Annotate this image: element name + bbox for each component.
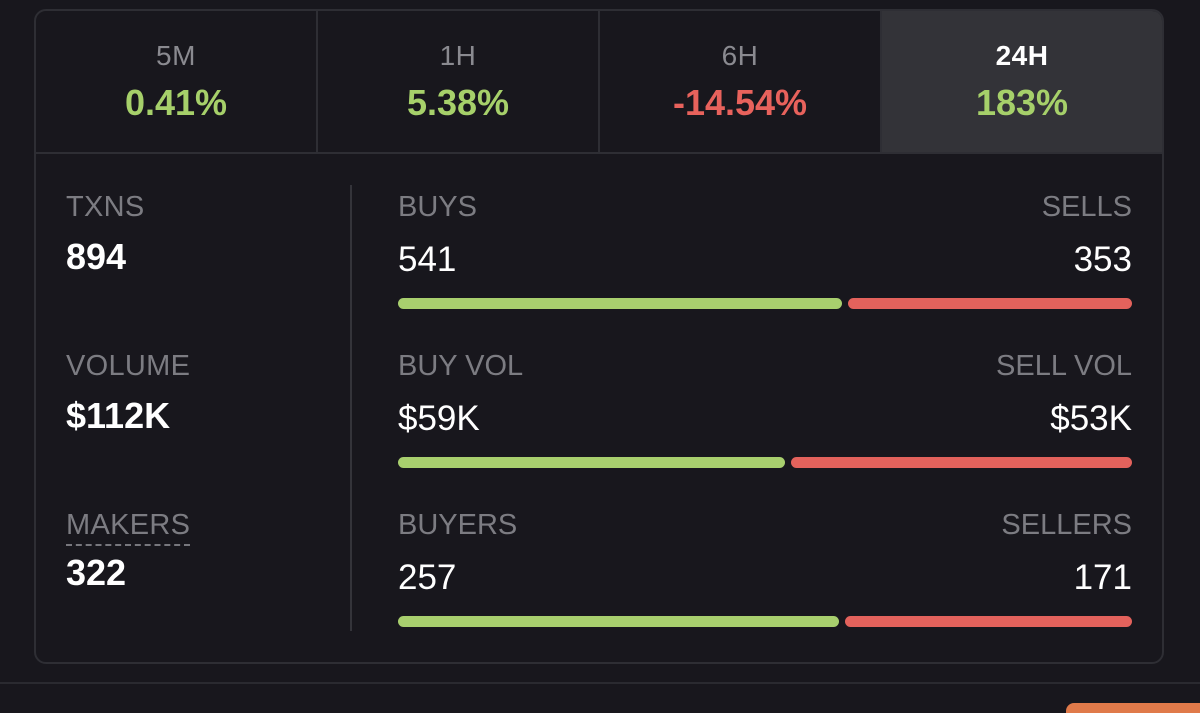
makers-label[interactable]: MAKERS (66, 509, 191, 546)
token-stats-card: 5M 0.41% 1H 5.38% 6H -14.54% 24H 183% TX… (34, 9, 1164, 664)
tab-label: 5M (156, 39, 196, 71)
tab-change-value: 183% (975, 81, 1069, 123)
buys-sells-ratio-bar (398, 298, 1132, 309)
makers-stat: MAKERS 322 (66, 509, 191, 594)
volume-value: $112K (66, 395, 171, 436)
buy-bar (398, 457, 785, 468)
tab-1h[interactable]: 1H 5.38% (318, 11, 600, 152)
tab-24h[interactable]: 24H 183% (882, 11, 1162, 152)
sell-vol-label: SELL VOL (996, 350, 1132, 382)
tab-5m[interactable]: 5M 0.41% (36, 11, 318, 152)
buyers-ratio-bar (398, 616, 1132, 627)
buyers-label: BUYERS (398, 509, 518, 541)
buyers-sellers-row: BUYERS SELLERS 257 171 (398, 509, 1132, 639)
sells-value: 353 (1073, 240, 1132, 279)
sell-bar (848, 298, 1132, 309)
tab-label: 1H (439, 39, 477, 71)
column-divider (350, 185, 352, 631)
tab-change-value: 0.41% (124, 81, 228, 123)
timeframe-tabs: 5M 0.41% 1H 5.38% 6H -14.54% 24H 183% (36, 11, 1162, 154)
tab-6h[interactable]: 6H -14.54% (600, 11, 882, 152)
buys-sells-row: BUYS SELLS 541 353 (398, 191, 1132, 321)
sellers-label: SELLERS (1001, 509, 1132, 541)
buys-value: 541 (398, 240, 457, 279)
volume-ratio-bar (398, 457, 1132, 468)
buyers-value: 257 (398, 558, 457, 597)
buy-vol-label: BUY VOL (398, 350, 524, 382)
makers-value: 322 (66, 552, 127, 593)
txns-label: TXNS (66, 191, 145, 223)
buy-bar (398, 298, 843, 309)
sell-vol-value: $53K (1050, 399, 1132, 438)
txns-value: 894 (66, 236, 127, 277)
txns-stat: TXNS 894 (66, 191, 145, 278)
sell-bar (790, 457, 1132, 468)
sellers-value: 171 (1073, 558, 1132, 597)
volume-stat: VOLUME $112K (66, 350, 190, 437)
buys-label: BUYS (398, 191, 477, 223)
partial-action-button[interactable] (1066, 703, 1200, 713)
volume-label: VOLUME (66, 350, 191, 382)
sell-bar (845, 616, 1132, 627)
sells-label: SELLS (1041, 191, 1132, 223)
buy-sell-volume-row: BUY VOL SELL VOL $59K $53K (398, 350, 1132, 480)
tab-label: 24H (995, 39, 1049, 71)
buy-vol-value: $59K (398, 399, 480, 438)
tab-change-value: -14.54% (672, 81, 808, 123)
tab-change-value: 5.38% (406, 81, 510, 123)
section-divider (0, 682, 1200, 684)
tab-label: 6H (721, 39, 759, 71)
buy-bar (398, 616, 840, 627)
